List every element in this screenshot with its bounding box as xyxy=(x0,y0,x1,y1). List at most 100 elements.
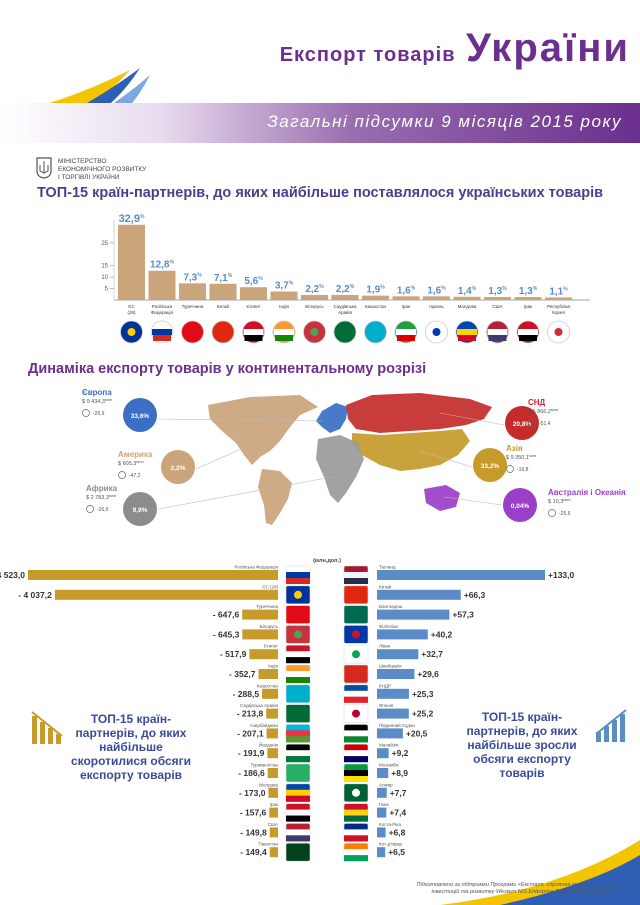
connector-line xyxy=(443,496,503,506)
region-share: 2,2% xyxy=(171,465,186,472)
decline-country-label: Білорусь xyxy=(260,624,279,629)
growth-value-label: +6,5 xyxy=(388,847,405,857)
region-value: $ 10,3млн xyxy=(548,497,571,505)
decline-bar xyxy=(54,589,278,600)
region-bubble xyxy=(503,488,537,522)
decline-bar xyxy=(269,827,278,838)
data-label: 1,9% xyxy=(366,285,385,296)
region-value: $ 9 350,1млн xyxy=(506,453,536,461)
growth-country-label: Гана xyxy=(379,802,389,807)
ministry-line-2: ЕКОНОМІЧНОГО РОЗВИТКУ xyxy=(58,166,147,173)
x-tick-label: Туреччина xyxy=(182,304,204,309)
decline-country-label: Туркменістан xyxy=(251,763,279,768)
data-label: 32,9% xyxy=(119,213,145,225)
y-tick-label: 10 xyxy=(101,275,108,281)
down-arrow-icon xyxy=(528,419,536,427)
flag-stripe xyxy=(344,736,368,743)
flag-stripe xyxy=(286,657,310,664)
flag-stripe xyxy=(344,809,368,816)
x-tick-label: Індія xyxy=(279,304,289,309)
flag-stripe xyxy=(518,329,538,335)
decline-bar xyxy=(28,570,278,580)
flag-stripe xyxy=(286,750,310,757)
region-bubble xyxy=(123,398,157,432)
flag-stripe xyxy=(344,572,368,578)
flag-stripe xyxy=(344,835,368,842)
region-name: Америка xyxy=(118,450,153,459)
growth-value-label: +133,0 xyxy=(548,570,575,580)
region-change: -25,6 xyxy=(559,511,571,517)
decline-country-label: Йорданія xyxy=(259,741,279,748)
decline-country-label: Молдова xyxy=(259,782,278,787)
flag-icon xyxy=(333,320,357,344)
ministry-name: МІНІСТЕРСТВО ЕКОНОМІЧНОГО РОЗВИТКУ І ТОР… xyxy=(58,158,146,182)
ministry-line-1: МІНІСТЕРСТВО xyxy=(58,158,107,165)
bar xyxy=(514,297,542,300)
region-name: Азія xyxy=(506,444,523,453)
growth-value-label: +25,3 xyxy=(412,689,434,699)
growth-country-label: Кот-д’Івуар xyxy=(379,842,402,847)
continent-chart-title: Динаміка експорту товарів у континенталь… xyxy=(28,361,427,377)
decline-value-label: - 352,7 xyxy=(229,669,256,679)
flag-stripe xyxy=(286,829,310,836)
decline-chart-icon xyxy=(31,711,63,744)
growth-bar xyxy=(377,688,409,699)
flag-icon xyxy=(285,763,311,783)
data-label: 5,6% xyxy=(244,276,263,287)
flag-stripe xyxy=(344,750,368,757)
region-share: 9,9% xyxy=(133,507,148,514)
flag-stripe xyxy=(344,696,368,703)
growth-bar xyxy=(377,669,415,679)
decline-bar xyxy=(269,807,278,818)
data-label: 1,6% xyxy=(427,285,446,296)
decline-country-label: США xyxy=(268,822,278,827)
growth-bar xyxy=(377,748,389,759)
bar xyxy=(118,224,145,300)
x-tick-label: Молдова xyxy=(458,304,477,309)
decline-value-label: - 157,6 xyxy=(240,808,267,818)
continent-europe xyxy=(316,403,348,433)
growth-bar xyxy=(377,787,387,798)
decline-value-label: - 149,8 xyxy=(240,827,267,837)
growth-value-label: +57,3 xyxy=(452,610,474,620)
connector-line xyxy=(419,450,473,468)
flag-stripe xyxy=(244,335,263,341)
decline-value-label: - 213,8 xyxy=(237,709,264,719)
x-tick-label: Федерація xyxy=(151,310,174,315)
data-label: 1,3% xyxy=(519,286,538,297)
data-label: 1,3% xyxy=(488,286,507,297)
region-share: 0,04% xyxy=(511,503,530,510)
down-arrow-icon xyxy=(86,505,94,513)
bar xyxy=(179,283,206,300)
coat-of-arms-icon xyxy=(36,157,52,179)
x-tick-label: Республіка xyxy=(547,304,570,309)
data-label: 12,8% xyxy=(150,260,174,271)
title-big: України xyxy=(465,26,630,70)
decline-country-label: Єгипет xyxy=(264,644,278,649)
region-share: 33,2% xyxy=(481,463,500,470)
flag-emblem xyxy=(352,630,360,639)
growth-country-label: Алжир xyxy=(379,782,393,787)
region-value: $ 2 783,3млн xyxy=(86,493,116,501)
flag-stripe xyxy=(344,730,368,737)
flag-stripe xyxy=(344,578,368,584)
growth-country-label: Мозамбік xyxy=(379,763,398,768)
flag-icon xyxy=(343,605,369,624)
decline-country-label: Індія xyxy=(268,664,278,669)
flag-icon xyxy=(285,842,311,862)
bar xyxy=(545,297,572,300)
growth-country-label: Південний Судан xyxy=(379,722,415,728)
x-tick-label: Білорусь xyxy=(305,304,324,309)
region-bubble xyxy=(161,450,195,484)
connector-line xyxy=(157,418,323,422)
flag-emblem xyxy=(310,328,319,336)
continent-north-america xyxy=(208,395,318,465)
subtitle-bar xyxy=(0,103,640,143)
flag-icon xyxy=(343,664,369,684)
region-change: -26,6 xyxy=(97,507,109,513)
flag-stripe xyxy=(286,815,310,822)
decline-country-label: Туреччина xyxy=(256,604,278,609)
x-tick-label: Ірак xyxy=(524,304,532,309)
growth-country-label: Малайзія xyxy=(379,742,399,748)
flag-stripe xyxy=(286,809,310,816)
